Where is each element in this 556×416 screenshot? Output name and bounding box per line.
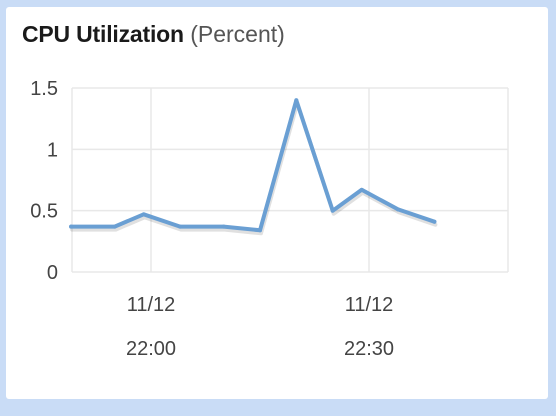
chart-unit-label: (Percent) <box>190 21 285 47</box>
grid-layer <box>71 87 509 273</box>
data-point <box>359 187 364 192</box>
data-point <box>221 224 226 229</box>
data-point <box>258 228 262 233</box>
y-tick-label: 0.5 <box>30 201 58 223</box>
data-point <box>141 212 146 217</box>
data-point <box>294 98 299 103</box>
data-point <box>432 219 437 224</box>
x-tick-time-label: 22:00 <box>126 338 176 360</box>
y-tick-label: 1.5 <box>30 78 58 100</box>
data-point <box>178 224 183 229</box>
x-tick-time-label: 22:30 <box>344 338 394 360</box>
data-point <box>330 208 335 213</box>
chart-title-text: CPU Utilization <box>22 21 184 47</box>
chart-title: CPU Utilization (Percent) <box>22 21 285 48</box>
series-layer <box>69 98 438 236</box>
axis-labels: 0 0.5 1 1.5 11/12 22:00 11/12 22:30 <box>30 78 394 360</box>
y-tick-label: 1 <box>47 139 58 161</box>
x-tick-date-label: 11/12 <box>345 294 394 316</box>
data-point <box>112 224 117 229</box>
chart-panel: CPU Utilization (Percent) <box>6 7 548 399</box>
x-tick-date-label: 11/12 <box>127 294 176 316</box>
series-line-shadow <box>70 101 438 236</box>
y-tick-label: 0 <box>47 262 58 284</box>
data-point <box>69 224 74 229</box>
data-point <box>396 207 401 212</box>
